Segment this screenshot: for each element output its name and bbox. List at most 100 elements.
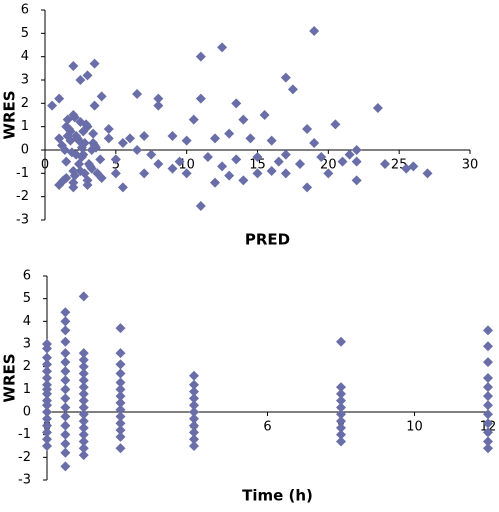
point [86, 145, 97, 155]
point [88, 138, 99, 148]
y-tick-label: 0 [21, 143, 29, 158]
point [266, 135, 277, 146]
point [174, 156, 185, 167]
point [336, 436, 346, 447]
x-tick-label: 5 [112, 158, 120, 173]
point [302, 182, 313, 193]
x-tick-label: 10 [406, 420, 423, 435]
point [189, 393, 199, 404]
point [217, 42, 228, 53]
point [309, 26, 320, 36]
x-tick-label: 15 [249, 158, 266, 173]
point [351, 145, 362, 155]
point [117, 182, 128, 193]
point [115, 411, 126, 422]
point [103, 133, 114, 144]
point [60, 336, 71, 347]
point [42, 359, 52, 370]
point [115, 404, 126, 415]
point [103, 124, 114, 134]
point [78, 368, 89, 379]
point [78, 395, 89, 406]
point [82, 70, 93, 81]
point [483, 382, 493, 393]
point [266, 166, 277, 176]
point [115, 348, 126, 359]
point [483, 443, 493, 454]
y-tick-label: 4 [21, 49, 29, 64]
point [302, 124, 313, 134]
point [483, 373, 493, 383]
point [344, 149, 355, 160]
point [189, 427, 199, 438]
point [210, 133, 220, 144]
y-tick-label: -2 [18, 450, 31, 465]
point [78, 375, 89, 386]
point [110, 154, 121, 165]
y-axis-title: WRES [1, 90, 19, 139]
point [78, 382, 89, 393]
point [115, 384, 126, 395]
point [42, 427, 52, 438]
point [60, 316, 71, 327]
point [336, 429, 346, 440]
point [280, 168, 291, 179]
point [60, 411, 71, 422]
point [189, 370, 199, 381]
y-tick-label: 6 [23, 269, 31, 284]
point [115, 397, 126, 408]
point [75, 75, 86, 85]
point [115, 443, 126, 454]
point [78, 429, 89, 440]
point [336, 402, 346, 413]
y-tick-label: 2 [21, 96, 29, 111]
point [336, 409, 346, 420]
x-tick-label: 0 [41, 158, 49, 173]
point [238, 175, 249, 186]
point [295, 159, 305, 169]
point [132, 145, 143, 155]
point [330, 119, 341, 130]
point [68, 61, 79, 71]
point [89, 100, 100, 111]
point [78, 388, 89, 399]
point [78, 348, 89, 359]
point [231, 154, 242, 165]
point [68, 177, 79, 188]
point [309, 138, 320, 148]
point [189, 379, 199, 390]
y-tick-label: -2 [16, 189, 29, 204]
point [167, 163, 178, 174]
y-tick-label: 0 [23, 405, 31, 420]
point [195, 93, 206, 104]
y-tick-label: -3 [16, 213, 29, 228]
point [60, 366, 71, 377]
point [189, 413, 199, 424]
point [115, 418, 126, 429]
point [115, 323, 126, 334]
x-tick-label: 6 [263, 420, 271, 435]
point [60, 348, 71, 359]
point [195, 51, 206, 62]
point [115, 431, 126, 442]
point [115, 359, 126, 370]
point [231, 98, 242, 109]
point [42, 352, 52, 363]
point [42, 413, 52, 424]
point [323, 168, 334, 179]
point [351, 156, 362, 167]
point [64, 124, 75, 134]
point [273, 156, 284, 167]
point [62, 131, 73, 141]
point [60, 307, 71, 318]
point [115, 425, 126, 436]
point [42, 407, 52, 417]
point [95, 154, 106, 165]
y-axis-title: WRES [1, 353, 19, 402]
point [59, 145, 70, 155]
point [78, 450, 89, 461]
point [195, 201, 206, 211]
point [422, 168, 433, 179]
point [202, 152, 213, 162]
